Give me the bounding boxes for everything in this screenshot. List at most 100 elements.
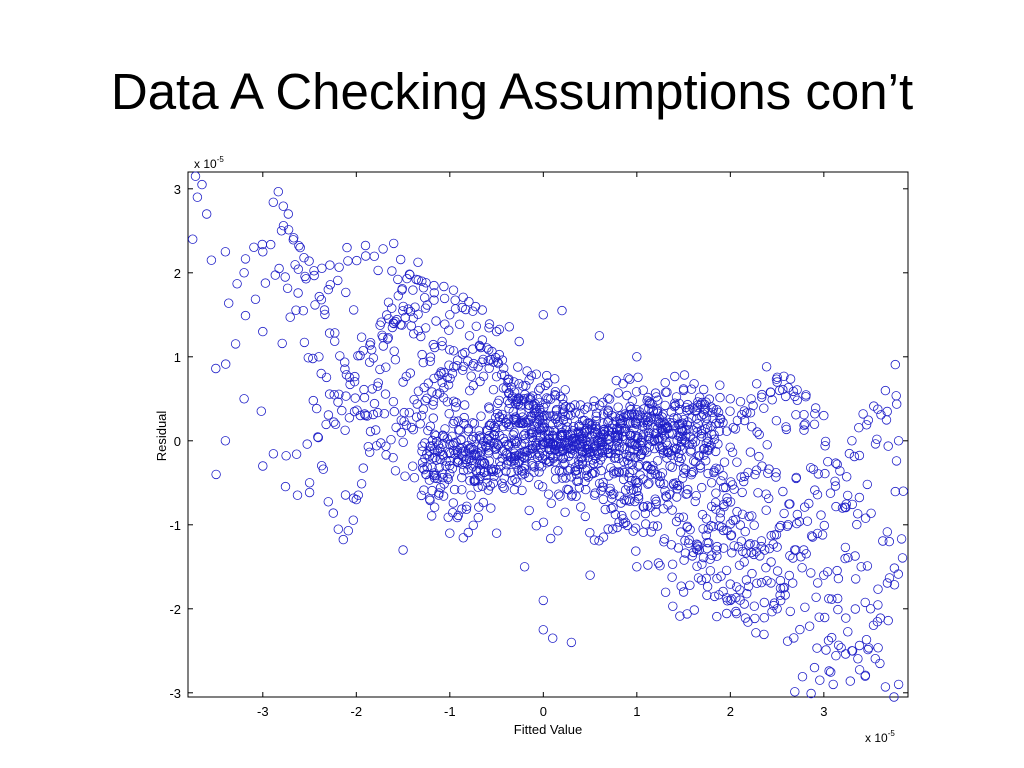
scatter-point: [827, 594, 837, 604]
scatter-point: [598, 494, 609, 505]
scatter-point: [632, 352, 642, 362]
scatter-point: [585, 570, 595, 580]
scatter-point: [519, 464, 530, 474]
scatter-point: [408, 425, 419, 435]
scatter-point: [624, 495, 634, 505]
scatter-point: [365, 338, 376, 348]
scatter-point: [437, 341, 447, 351]
scatter-point: [372, 381, 383, 392]
scatter-point: [560, 385, 570, 395]
scatter-point: [727, 480, 738, 490]
scatter-point: [747, 511, 757, 521]
scatter-point: [523, 415, 533, 425]
scatter-point: [762, 576, 772, 586]
scatter-point: [529, 408, 540, 419]
scatter-point: [503, 377, 513, 388]
scatter-point: [345, 379, 355, 390]
scatter-point: [589, 490, 600, 501]
scatter-point: [716, 476, 726, 486]
scatter-point: [474, 340, 485, 351]
scatter-point: [281, 451, 291, 461]
scatter-point: [538, 625, 549, 635]
scatter-point: [736, 472, 746, 482]
scatter-point: [511, 438, 521, 449]
scatter-point: [644, 431, 654, 442]
scatter-point: [422, 393, 432, 404]
scatter-point: [521, 380, 531, 391]
scatter-point: [494, 324, 505, 335]
scatter-point: [731, 593, 741, 603]
scatter-point: [721, 482, 731, 493]
scatter-point: [845, 676, 856, 686]
scatter-point: [476, 411, 486, 421]
scatter-point: [779, 508, 789, 519]
scatter-point: [664, 448, 674, 458]
scatter-point: [729, 541, 739, 551]
scatter-point: [625, 437, 636, 447]
scatter-point: [475, 433, 486, 443]
scatter-point: [483, 356, 494, 366]
scatter-point: [330, 328, 340, 338]
scatter-point: [532, 403, 542, 414]
scatter-point: [465, 386, 475, 396]
scatter-point: [520, 417, 530, 427]
scatter-point: [822, 567, 833, 577]
scatter-point: [397, 284, 408, 294]
scatter-point: [574, 421, 585, 432]
scatter-point: [398, 301, 409, 312]
scatter-point: [378, 341, 389, 351]
scatter-point: [713, 439, 723, 449]
scatter-point: [775, 583, 786, 594]
scatter-point: [353, 490, 364, 500]
scatter-point: [492, 450, 502, 460]
scatter-point: [600, 504, 611, 515]
scatter-point: [850, 604, 861, 614]
scatter-point: [535, 383, 545, 393]
scatter-point: [453, 510, 464, 521]
scatter-point: [499, 483, 509, 494]
scatter-point: [413, 386, 424, 396]
scatter-point: [800, 602, 810, 613]
scatter-point: [308, 353, 318, 364]
scatter-point: [416, 331, 426, 342]
scatter-point: [817, 530, 828, 540]
scatter-point: [317, 263, 327, 274]
scatter-point: [700, 424, 711, 434]
scatter-point: [288, 235, 299, 245]
scatter-point: [389, 406, 400, 417]
scatter-point: [333, 397, 343, 407]
scatter-point: [409, 395, 419, 405]
scatter-point: [438, 393, 449, 403]
scatter-point: [697, 482, 707, 493]
scatter-point: [715, 413, 725, 424]
scatter-point: [809, 662, 820, 673]
scatter-point: [608, 524, 618, 534]
scatter-point: [840, 649, 851, 659]
scatter-point: [893, 436, 904, 446]
scatter-point: [488, 478, 498, 488]
scatter-point: [684, 439, 695, 450]
scatter-point: [767, 395, 777, 405]
scatter-point: [893, 569, 904, 579]
scatter-point: [813, 578, 823, 588]
scatter-point: [789, 633, 799, 643]
scatter-point: [551, 474, 561, 484]
scatter-point: [491, 372, 502, 382]
scatter-point: [661, 492, 672, 502]
scatter-point: [503, 456, 514, 466]
scatter-point: [387, 266, 397, 276]
scatter-point: [823, 635, 834, 646]
scatter-point: [791, 472, 802, 483]
scatter-point: [515, 448, 525, 459]
scatter-point: [597, 445, 607, 456]
scatter-point: [861, 420, 872, 430]
scatter-point: [718, 586, 728, 597]
scatter-point: [662, 446, 673, 456]
scatter-point: [693, 573, 704, 583]
scatter-point: [325, 280, 336, 290]
scatter-point: [515, 401, 526, 411]
scatter-point: [187, 234, 198, 244]
scatter-point: [429, 280, 439, 291]
scatter-point: [282, 283, 293, 294]
scatter-point: [519, 562, 530, 572]
